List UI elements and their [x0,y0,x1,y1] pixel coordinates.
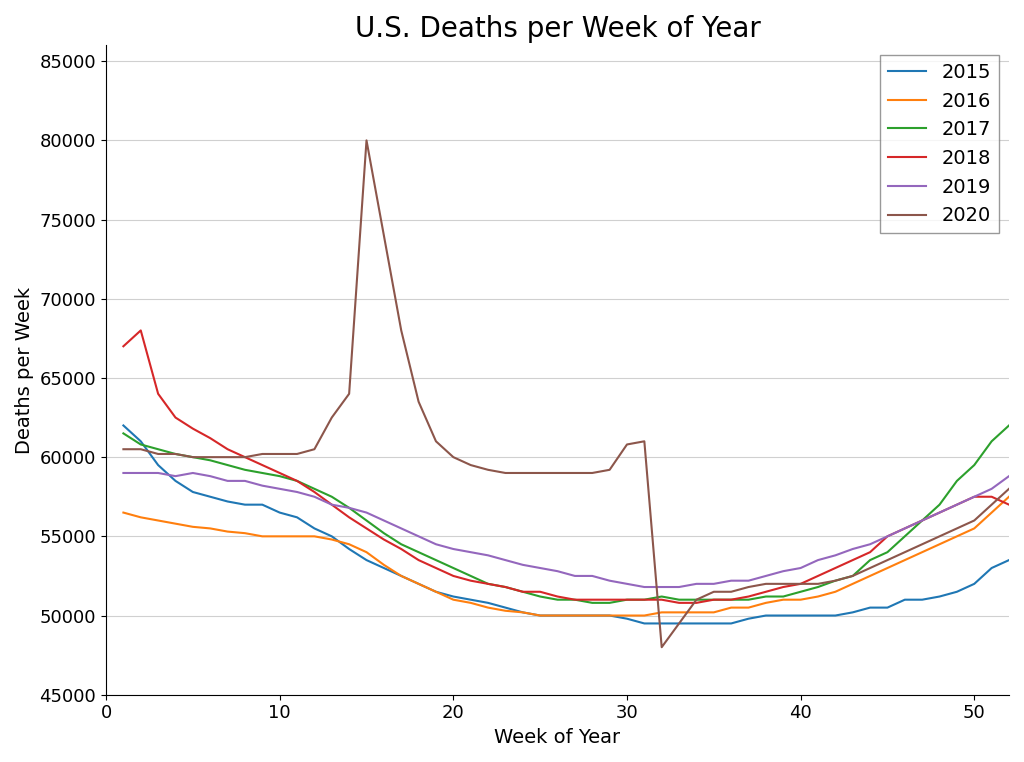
2020 [725,588,737,597]
2020 [551,469,563,478]
2016 [1002,492,1015,501]
2020 [1002,484,1015,493]
2018 [204,434,216,443]
Line: 2020: 2020 [124,140,1009,647]
2019 [638,582,650,591]
2020 [603,466,615,475]
Title: U.S. Deaths per Week of Year: U.S. Deaths per Week of Year [354,15,761,43]
2019 [673,582,685,591]
2018 [725,595,737,604]
2017 [186,453,199,462]
2016 [118,508,130,517]
X-axis label: Week of Year: Week of Year [495,728,621,747]
Line: 2018: 2018 [124,331,1009,603]
2015 [1002,555,1015,565]
2016 [430,588,442,597]
2020 [655,642,668,652]
2018 [134,326,146,335]
2015 [950,588,963,597]
2019 [708,579,720,588]
2017 [586,598,598,607]
2016 [534,611,546,620]
2017 [673,595,685,604]
Line: 2016: 2016 [124,497,1009,616]
Line: 2017: 2017 [124,425,1009,603]
2018 [603,595,615,604]
2016 [673,608,685,617]
2016 [186,522,199,531]
2019 [950,500,963,509]
2019 [1002,472,1015,481]
2019 [186,469,199,478]
2017 [430,555,442,565]
2019 [534,563,546,572]
2020 [186,453,199,462]
Line: 2015: 2015 [124,425,1009,623]
2015 [708,619,720,628]
2015 [118,421,130,430]
2018 [447,572,460,581]
2017 [950,476,963,485]
Legend: 2015, 2016, 2017, 2018, 2019, 2020: 2015, 2016, 2017, 2018, 2019, 2020 [880,55,999,233]
2017 [708,595,720,604]
2020 [118,445,130,454]
2018 [118,341,130,351]
2015 [186,488,199,497]
2019 [430,539,442,549]
Line: 2019: 2019 [124,473,1009,587]
2020 [447,453,460,462]
2016 [950,532,963,541]
2017 [534,592,546,601]
2017 [1002,421,1015,430]
2015 [430,588,442,597]
2018 [1002,500,1015,509]
2020 [360,136,373,145]
2018 [673,598,685,607]
2016 [708,608,720,617]
2017 [118,429,130,438]
2015 [534,611,546,620]
2015 [673,619,685,628]
Y-axis label: Deaths per Week: Deaths per Week [15,287,34,453]
2016 [551,611,563,620]
2018 [690,598,702,607]
2015 [638,619,650,628]
2019 [118,469,130,478]
2020 [690,595,702,604]
2018 [551,592,563,601]
